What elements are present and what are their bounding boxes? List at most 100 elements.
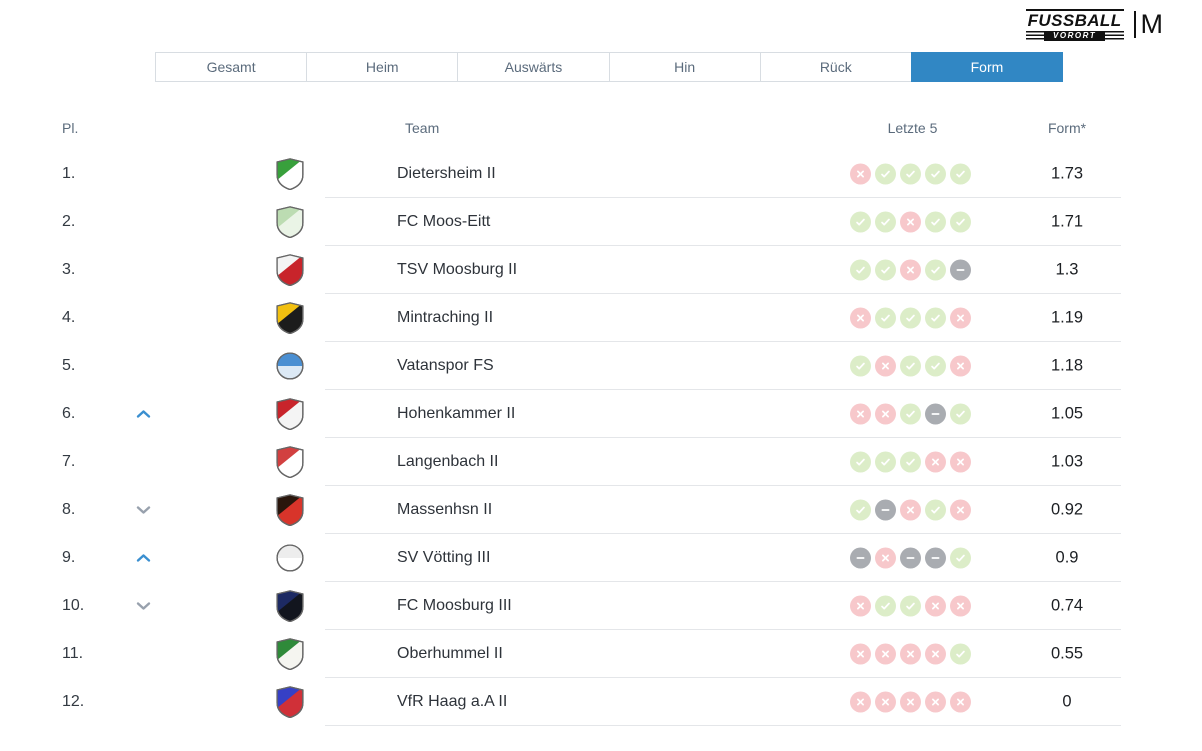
team-name[interactable]: Langenbach II bbox=[397, 453, 499, 470]
win-icon bbox=[950, 211, 971, 233]
win-icon bbox=[850, 499, 871, 521]
team-name[interactable]: VfR Haag a.A II bbox=[397, 693, 508, 710]
trend-up-icon bbox=[123, 409, 163, 419]
team-badge-icon bbox=[273, 540, 307, 576]
last5-results bbox=[850, 163, 971, 185]
tab-label: Rück bbox=[819, 59, 852, 75]
loss-icon bbox=[925, 451, 946, 473]
table-row: 6. Hohenkammer II 1.05 bbox=[0, 390, 1202, 438]
table-row: 5. Vatanspor FS 1.18 bbox=[0, 342, 1202, 390]
header-form: Form* bbox=[1047, 120, 1087, 136]
form-value: 1.3 bbox=[1055, 260, 1079, 279]
place-number: 10. bbox=[62, 597, 85, 614]
loss-icon bbox=[950, 691, 971, 713]
team-name[interactable]: Oberhummel II bbox=[397, 645, 503, 662]
form-value: 0.55 bbox=[1050, 644, 1084, 663]
team-name[interactable]: Hohenkammer II bbox=[397, 405, 516, 422]
table-row: 7. Langenbach II 1.03 bbox=[0, 438, 1202, 486]
loss-icon bbox=[875, 643, 896, 665]
tab-bar: Gesamt Heim Auswärts Hin Rück Form bbox=[155, 52, 1064, 82]
win-icon bbox=[925, 355, 946, 377]
team-name[interactable]: FC Moosburg III bbox=[397, 597, 512, 614]
win-icon bbox=[900, 595, 921, 617]
win-icon bbox=[950, 403, 971, 425]
draw-icon bbox=[950, 259, 971, 281]
form-value: 0.74 bbox=[1050, 596, 1084, 615]
win-icon bbox=[950, 643, 971, 665]
win-icon bbox=[925, 307, 946, 329]
last5-results bbox=[850, 307, 971, 329]
header-place: Pl. bbox=[62, 120, 79, 136]
tab-form[interactable]: Form bbox=[910, 52, 1064, 82]
tab-label: Form bbox=[970, 59, 1004, 75]
win-icon bbox=[900, 307, 921, 329]
loss-icon bbox=[875, 547, 896, 569]
win-icon bbox=[950, 163, 971, 185]
place-number: 6. bbox=[62, 405, 76, 422]
table-row: 4. Mintraching II 1.19 bbox=[0, 294, 1202, 342]
table-row: 1. Dietersheim II 1.73 bbox=[0, 150, 1202, 198]
table-row: 8. Massenhsn II 0.92 bbox=[0, 486, 1202, 534]
form-value: 1.03 bbox=[1050, 452, 1084, 471]
win-icon bbox=[925, 259, 946, 281]
team-name[interactable]: Massenhsn II bbox=[397, 501, 493, 518]
loss-icon bbox=[850, 643, 871, 665]
place-number: 5. bbox=[62, 357, 76, 374]
team-name[interactable]: Vatanspor FS bbox=[397, 357, 494, 374]
place-number: 1. bbox=[62, 165, 76, 182]
place-number: 8. bbox=[62, 501, 76, 518]
team-badge-icon bbox=[273, 396, 307, 432]
win-icon bbox=[850, 259, 871, 281]
loss-icon bbox=[900, 691, 921, 713]
team-name[interactable]: Mintraching II bbox=[397, 309, 494, 326]
win-icon bbox=[850, 211, 871, 233]
trend-up-icon bbox=[123, 553, 163, 563]
loss-icon bbox=[875, 355, 896, 377]
team-badge-icon bbox=[273, 156, 307, 192]
team-name[interactable]: Dietersheim II bbox=[397, 165, 496, 182]
place-number: 12. bbox=[62, 693, 85, 710]
form-value: 0.9 bbox=[1055, 548, 1079, 567]
win-icon bbox=[950, 547, 971, 569]
team-badge-icon bbox=[273, 444, 307, 480]
team-name[interactable]: SV Vötting III bbox=[397, 549, 491, 566]
brand-wordmark: FUSSBALL VORORT bbox=[1025, 9, 1124, 41]
team-name[interactable]: TSV Moosburg II bbox=[397, 261, 518, 278]
table-row: 3. TSV Moosburg II 1.3 bbox=[0, 246, 1202, 294]
place-number: 7. bbox=[62, 453, 76, 470]
win-icon bbox=[850, 451, 871, 473]
win-icon bbox=[850, 355, 871, 377]
form-value: 1.73 bbox=[1050, 164, 1084, 183]
tab-auswarts[interactable]: Auswärts bbox=[457, 52, 609, 82]
team-badge-icon bbox=[273, 492, 307, 528]
last5-results bbox=[850, 355, 971, 377]
tab-ruck[interactable]: Rück bbox=[759, 52, 911, 82]
last5-results bbox=[850, 595, 971, 617]
form-value: 0.92 bbox=[1050, 500, 1084, 519]
tab-gesamt[interactable]: Gesamt bbox=[155, 52, 307, 82]
last5-results bbox=[850, 259, 971, 281]
tab-heim[interactable]: Heim bbox=[306, 52, 458, 82]
loss-icon bbox=[950, 355, 971, 377]
team-name[interactable]: FC Moos-Eitt bbox=[397, 213, 491, 230]
table-row: 2. FC Moos-Eitt 1.71 bbox=[0, 198, 1202, 246]
last5-results bbox=[850, 403, 971, 425]
trend-down-icon bbox=[123, 601, 163, 611]
place-number: 3. bbox=[62, 261, 76, 278]
brand-vorort-text: VORORT bbox=[1044, 30, 1106, 41]
team-badge-icon bbox=[273, 684, 307, 720]
tab-label: Gesamt bbox=[206, 59, 256, 75]
win-icon bbox=[900, 355, 921, 377]
team-badge-icon bbox=[273, 300, 307, 336]
win-icon bbox=[925, 499, 946, 521]
site-logo[interactable]: FUSSBALL VORORT M bbox=[1025, 9, 1163, 41]
form-value: 0 bbox=[1062, 692, 1072, 711]
win-icon bbox=[875, 163, 896, 185]
tab-hin[interactable]: Hin bbox=[608, 52, 760, 82]
loss-icon bbox=[850, 595, 871, 617]
tab-label: Hin bbox=[674, 59, 696, 75]
win-icon bbox=[925, 211, 946, 233]
tab-label: Heim bbox=[365, 59, 399, 75]
win-icon bbox=[875, 259, 896, 281]
